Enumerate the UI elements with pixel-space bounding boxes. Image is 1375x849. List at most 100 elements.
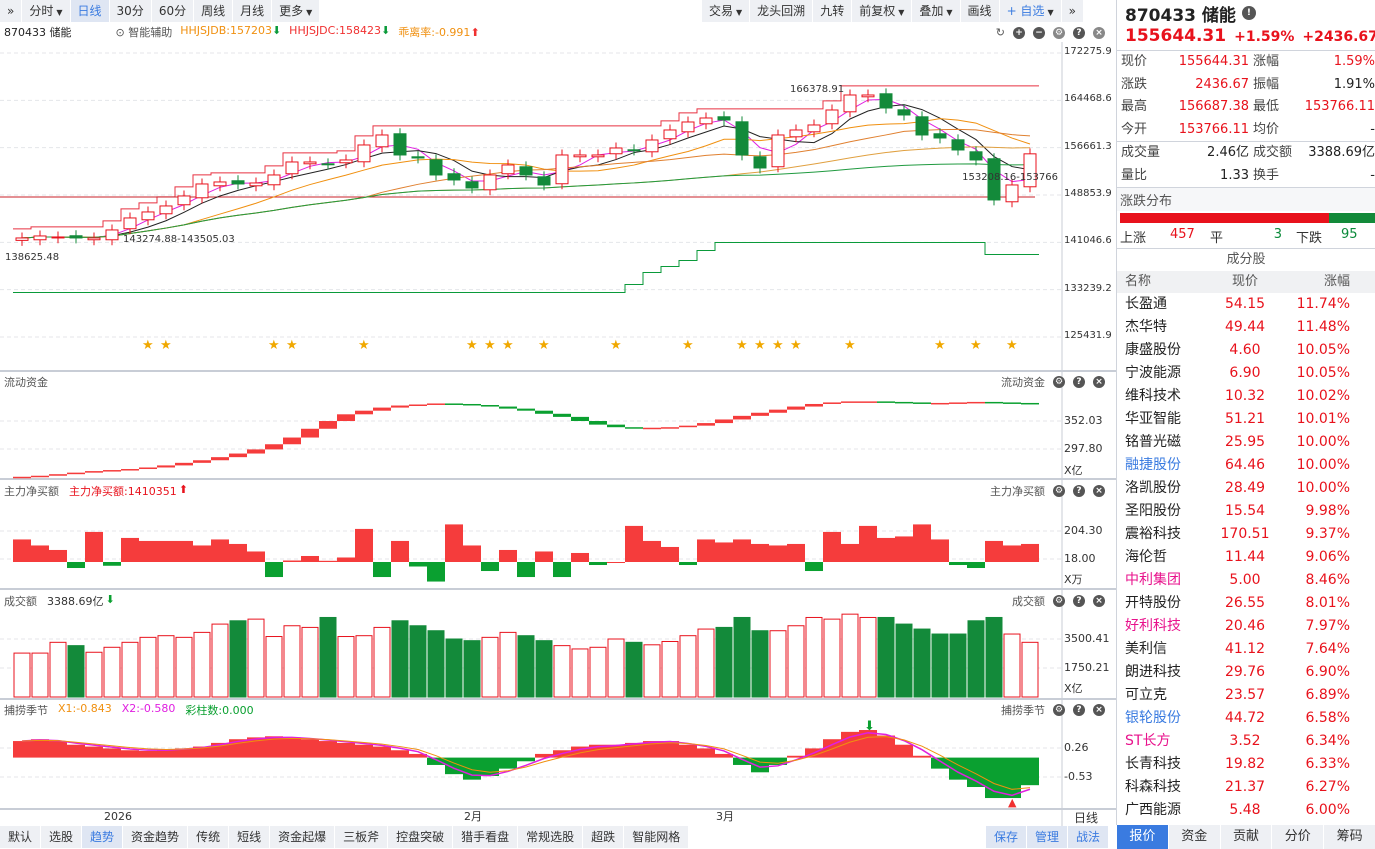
stock-name[interactable]: 震裕科技 <box>1125 526 1181 542</box>
liquidity-bar <box>499 406 517 409</box>
stock-name[interactable]: 可立克 <box>1125 687 1167 703</box>
quote-tab-3[interactable]: 分价 <box>1271 825 1324 849</box>
settings-icon[interactable]: ⚙ <box>1053 595 1065 607</box>
help-icon[interactable]: ? <box>1073 376 1085 388</box>
strategy-button-0[interactable]: 保存 <box>986 826 1027 848</box>
stock-name[interactable]: 银轮股份 <box>1125 710 1181 726</box>
stock-name[interactable]: 融捷股份 <box>1125 457 1181 473</box>
indicator-tab-7[interactable]: 三板斧 <box>335 826 388 848</box>
period-tab-2[interactable]: 30分 <box>109 0 151 22</box>
period-tab-3[interactable]: 60分 <box>151 0 194 22</box>
settings-icon[interactable]: ⚙ <box>1053 485 1065 497</box>
stock-name[interactable]: 开特股份 <box>1125 595 1181 611</box>
indicator-tab-5[interactable]: 短线 <box>229 826 270 848</box>
indicator-tab-1[interactable]: 选股 <box>41 826 82 848</box>
indicator-tab-2[interactable]: 趋势 <box>82 826 123 848</box>
collapse-icon[interactable]: » <box>1061 0 1083 22</box>
period-tab-1[interactable]: 日线 <box>70 0 109 22</box>
stock-name[interactable]: 华亚智能 <box>1125 411 1181 427</box>
column-header[interactable]: 涨幅 <box>1323 274 1350 289</box>
stock-price: 19.82 <box>1224 756 1266 772</box>
stock-name[interactable]: 杰华特 <box>1125 319 1167 335</box>
settings-icon[interactable]: ⚙ <box>1053 26 1065 39</box>
column-header[interactable]: 名称 <box>1125 274 1152 289</box>
help-icon[interactable]: ? <box>1073 595 1085 607</box>
quote-tab-1[interactable]: 资金 <box>1167 825 1220 849</box>
toolbar-button-6[interactable]: + 自选 ▼ <box>999 0 1061 22</box>
indicator-tab-4[interactable]: 传统 <box>188 826 229 848</box>
dropdown-arrow-icon[interactable]: ▼ <box>946 8 953 17</box>
settings-icon[interactable]: ⚙ <box>1053 376 1065 388</box>
toolbar-button-2[interactable]: 九转 <box>813 0 852 22</box>
turnover-bar <box>931 633 949 698</box>
stock-name[interactable]: 海伦哲 <box>1125 549 1167 565</box>
settings-icon[interactable]: ⚙ <box>1053 704 1065 716</box>
period-tab-5[interactable]: 月线 <box>233 0 272 22</box>
help-icon[interactable]: ? <box>1073 485 1085 497</box>
deviation-value: 乖离率:-0.991⬆ <box>398 26 480 39</box>
season-bar <box>499 757 517 769</box>
chart-canvas[interactable]: ★ ★ ★ ★ ★ ★ ★ ★ ★ ★ ★ ★ ★ ★ ★ ★ ★ ★ ★ 166378.91 143274.88-14… <box>0 0 1116 826</box>
net-buy-bar <box>67 562 85 569</box>
indicator-tab-3[interactable]: 资金趋势 <box>123 826 188 848</box>
toolbar-button-1[interactable]: 龙头回溯 <box>750 0 813 22</box>
stock-name[interactable]: 广西能源 <box>1125 802 1181 818</box>
dropdown-arrow-icon[interactable]: ▼ <box>736 8 743 17</box>
toolbar-button-4[interactable]: 叠加 ▼ <box>912 0 960 22</box>
stock-name[interactable]: 铭普光磁 <box>1125 434 1181 450</box>
stock-name[interactable]: 长盈通 <box>1125 296 1167 312</box>
period-tab-4[interactable]: 周线 <box>194 0 233 22</box>
strategy-button-1[interactable]: 管理 <box>1027 826 1068 848</box>
indicator-tab-0[interactable]: 默认 <box>0 826 41 848</box>
zoom-out-icon[interactable]: − <box>1033 26 1045 39</box>
close-icon[interactable]: × <box>1093 595 1105 607</box>
stock-name[interactable]: 维科技术 <box>1125 388 1181 404</box>
current-price: 155644.31 <box>1125 26 1227 46</box>
close-icon[interactable]: × <box>1093 704 1105 716</box>
indicator-tab-8[interactable]: 控盘突破 <box>388 826 453 848</box>
stock-name[interactable]: 朗进科技 <box>1125 664 1181 680</box>
stock-name[interactable]: 科森科技 <box>1125 779 1181 795</box>
indicator-tab-9[interactable]: 猎手看盘 <box>453 826 518 848</box>
quote-tab-4[interactable]: 筹码 <box>1323 825 1375 849</box>
indicator-tab-10[interactable]: 常规选股 <box>518 826 583 848</box>
info-icon[interactable]: ! <box>1241 6 1256 20</box>
quote-tab-2[interactable]: 贡献 <box>1219 825 1272 849</box>
stock-name[interactable]: 中利集团 <box>1125 572 1181 588</box>
liquidity-bar <box>715 419 733 424</box>
turnover-bar <box>391 620 409 698</box>
stock-name[interactable]: 长青科技 <box>1125 756 1181 772</box>
stock-name[interactable]: ST长方 <box>1125 733 1171 749</box>
toolbar-button-3[interactable]: 前复权 ▼ <box>852 0 912 22</box>
stock-name[interactable]: 洛凯股份 <box>1125 480 1181 496</box>
toolbar-button-5[interactable]: 画线 <box>960 0 999 22</box>
quote-tab-0[interactable]: 报价 <box>1116 825 1168 849</box>
zoom-in-icon[interactable]: + <box>1013 26 1025 39</box>
indicator-tab-12[interactable]: 智能网格 <box>624 826 689 848</box>
indicator-tab-6[interactable]: 资金起爆 <box>270 826 335 848</box>
close-icon[interactable]: × <box>1093 485 1105 497</box>
indicator-tab-11[interactable]: 超跌 <box>583 826 624 848</box>
candle <box>627 149 641 152</box>
period-tab-0[interactable]: 分时 ▼ <box>22 0 70 22</box>
refresh-icon[interactable]: ↻ <box>995 26 1005 39</box>
stock-name[interactable]: 宁波能源 <box>1125 365 1181 381</box>
stock-name[interactable]: 好利科技 <box>1125 618 1181 634</box>
stock-name[interactable]: 康盛股份 <box>1125 342 1181 358</box>
help-icon[interactable]: ? <box>1073 26 1085 39</box>
strategy-button-2[interactable]: 战法 <box>1068 826 1109 848</box>
dropdown-arrow-icon[interactable]: ▼ <box>56 8 63 17</box>
expand-icon[interactable]: » <box>0 0 22 22</box>
close-icon[interactable]: × <box>1093 376 1105 388</box>
stock-name[interactable]: 圣阳股份 <box>1125 503 1181 519</box>
period-tab-6[interactable]: 更多 ▼ <box>272 0 320 22</box>
close-icon[interactable]: × <box>1093 26 1105 39</box>
column-header[interactable]: 现价 <box>1231 274 1258 289</box>
dropdown-arrow-icon[interactable]: ▼ <box>306 8 313 17</box>
toolbar-button-0[interactable]: 交易 ▼ <box>702 0 750 22</box>
help-icon[interactable]: ? <box>1073 704 1085 716</box>
dropdown-arrow-icon[interactable]: ▼ <box>1047 8 1054 17</box>
stock-name[interactable]: 美利信 <box>1125 641 1167 657</box>
dropdown-arrow-icon[interactable]: ▼ <box>898 8 905 17</box>
smart-assist-toggle[interactable]: ⊙ 智能辅助 <box>115 26 173 39</box>
